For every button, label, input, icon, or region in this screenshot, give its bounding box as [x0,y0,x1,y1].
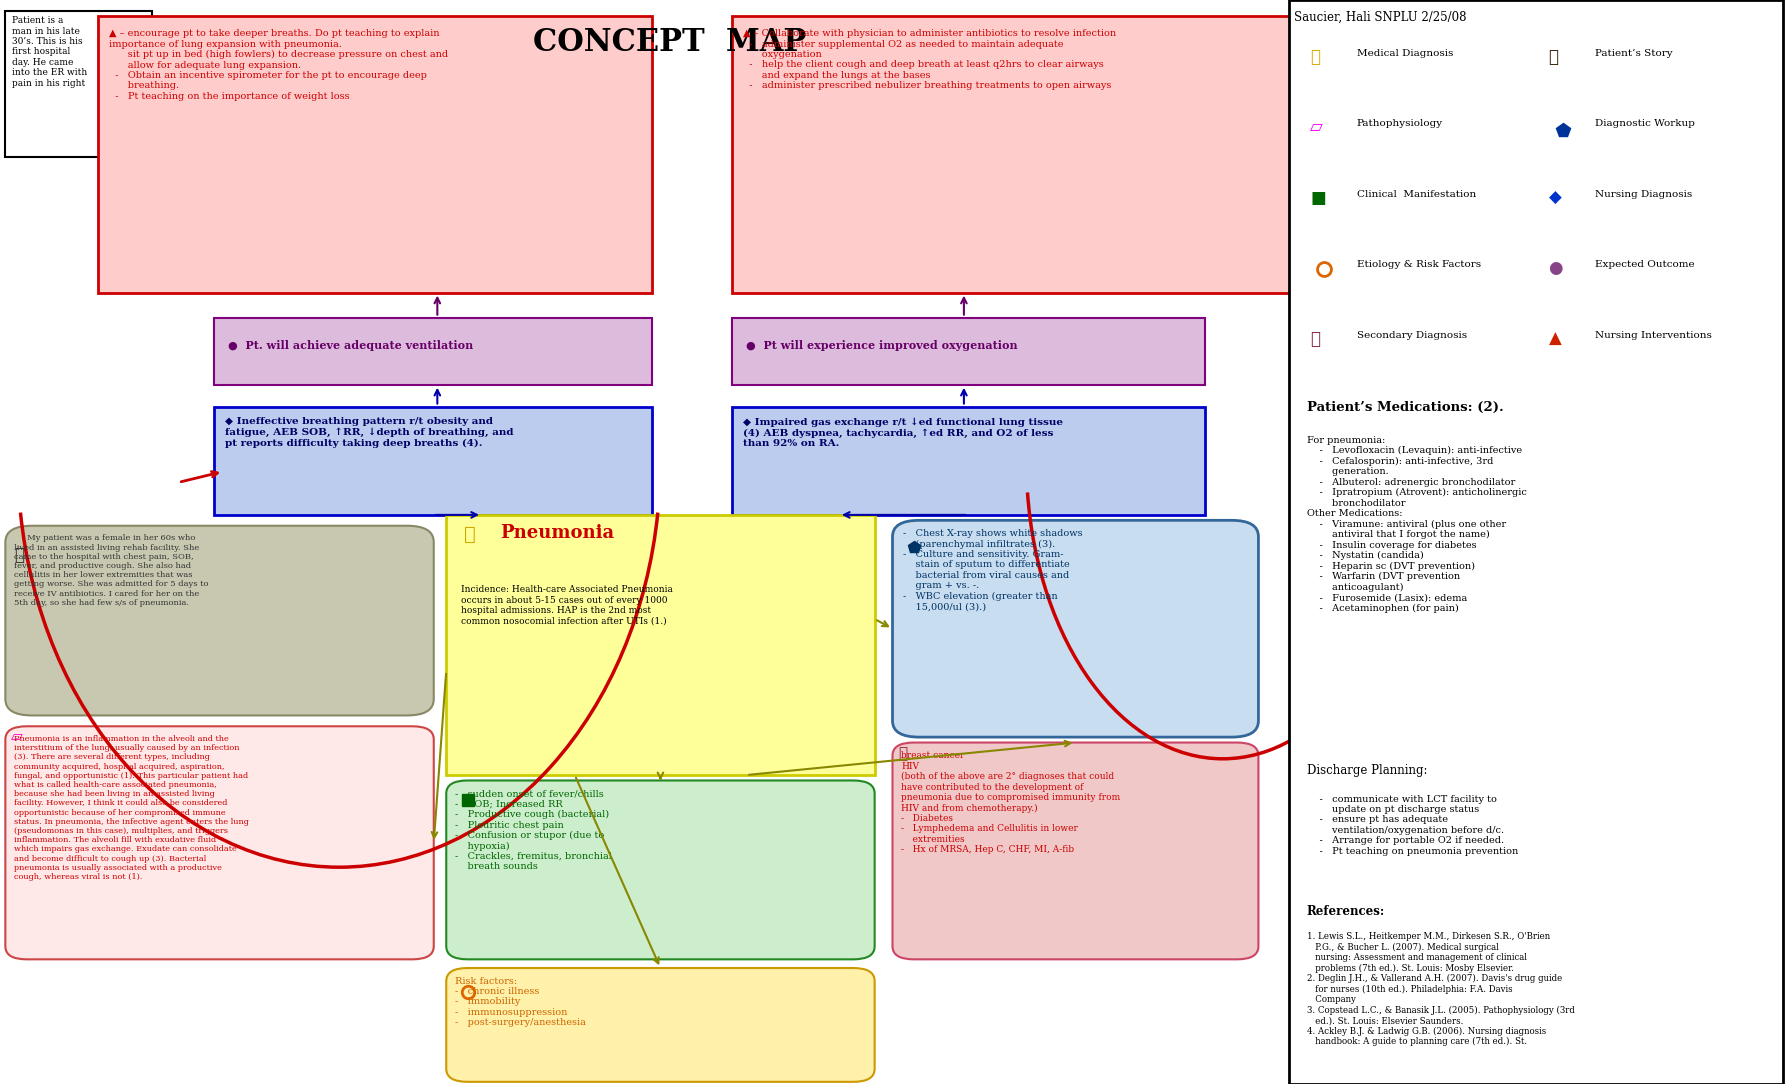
Text: ▲: ▲ [1549,331,1562,348]
Text: Patient’s Medications: (2).: Patient’s Medications: (2). [1307,401,1503,414]
Text: Medical Diagnosis: Medical Diagnosis [1357,49,1453,57]
Text: Nursing Interventions: Nursing Interventions [1596,331,1712,339]
Text: References:: References: [1307,905,1385,918]
Text: Diagnostic Workup: Diagnostic Workup [1596,119,1694,128]
Text: ▱: ▱ [1310,119,1323,137]
Text: ☽: ☽ [14,547,25,565]
Text: ●  Pt. will achieve adequate ventilation: ● Pt. will achieve adequate ventilation [228,340,473,351]
Text: Etiology & Risk Factors: Etiology & Risk Factors [1357,260,1482,269]
FancyBboxPatch shape [5,11,152,157]
Text: ◆: ◆ [1549,190,1562,207]
Text: -   Chest X-ray shows white shadows
    (parenchymal infiltrates (3).
-   Cultur: - Chest X-ray shows white shadows (paren… [903,529,1083,611]
FancyBboxPatch shape [214,406,652,515]
Text: Pneumonia: Pneumonia [500,524,614,542]
Text: ●  Pt will experience improved oxygenation: ● Pt will experience improved oxygenatio… [746,340,1017,351]
FancyBboxPatch shape [98,16,652,293]
Text: Discharge Planning:: Discharge Planning: [1307,764,1428,777]
Text: ▱: ▱ [11,731,23,745]
Text: Nursing Diagnosis: Nursing Diagnosis [1596,190,1692,198]
Text: ■: ■ [1310,190,1326,207]
FancyBboxPatch shape [892,743,1258,959]
Text: Expected Outcome: Expected Outcome [1596,260,1694,269]
Text: -   communicate with LCT facility to
        update on pt discharge status
    -: - communicate with LCT facility to updat… [1307,795,1517,855]
Text: -   sudden onset of fever/chills
-   SOB; Increased RR
-   Productive cough (bac: - sudden onset of fever/chills - SOB; In… [455,789,612,872]
Text: ★: ★ [1310,49,1321,66]
FancyBboxPatch shape [214,318,652,385]
Text: Patient’s Story: Patient’s Story [1596,49,1673,57]
Text: ◆ Impaired gas exchange r/t ↓ed functional lung tissue
(4) AEB dyspnea, tachycar: ◆ Impaired gas exchange r/t ↓ed function… [743,417,1062,448]
Text: My patient was a female in her 60s who
lived in an assisted living rehab facilit: My patient was a female in her 60s who l… [14,534,209,607]
FancyBboxPatch shape [892,520,1258,737]
Text: Clinical  Manifestation: Clinical Manifestation [1357,190,1476,198]
Text: CONCEPT  MAP: CONCEPT MAP [532,27,807,59]
Text: ▲ – encourage pt to take deeper breaths. Do pt teaching to explain
importance of: ▲ – encourage pt to take deeper breaths.… [109,29,448,101]
Text: breast cancer
HIV
(both of the above are 2° diagnoses that could
have contribute: breast cancer HIV (both of the above are… [901,751,1121,854]
FancyBboxPatch shape [5,526,434,715]
Text: ☽: ☽ [1549,49,1558,66]
Text: Pneumonia is an inflammation in the alveoli and the
interstitium of the lung, us: Pneumonia is an inflammation in the alve… [14,735,250,881]
FancyBboxPatch shape [1289,0,1783,1084]
Text: Secondary Diagnosis: Secondary Diagnosis [1357,331,1467,339]
FancyBboxPatch shape [732,406,1205,515]
Text: Patient is a
man in his late
30’s. This is his
first hospital
day. He came
into : Patient is a man in his late 30’s. This … [12,16,87,88]
Text: ✱: ✱ [1310,331,1321,348]
Text: ◆ Ineffective breathing pattern r/t obesity and
fatigue, AEB SOB, ↑RR, ↓depth of: ◆ Ineffective breathing pattern r/t obes… [225,417,514,448]
Text: Saucier, Hali SNPLU 2/25/08: Saucier, Hali SNPLU 2/25/08 [1294,11,1467,24]
Text: ✱: ✱ [898,747,907,761]
FancyBboxPatch shape [446,515,875,775]
Text: Pathophysiology: Pathophysiology [1357,119,1442,128]
Text: 1. Lewis S.L., Heitkemper M.M., Dirkesen S.R., O'Brien
   P.G., & Bucher L. (200: 1. Lewis S.L., Heitkemper M.M., Dirkesen… [1307,932,1574,1046]
Text: For pneumonia:
    -   Levofloxacin (Levaquin): anti-infective
    -   Cefalospo: For pneumonia: - Levofloxacin (Levaquin)… [1307,436,1526,612]
FancyBboxPatch shape [5,726,434,959]
FancyBboxPatch shape [446,780,875,959]
Text: ●: ● [1549,260,1564,278]
FancyBboxPatch shape [732,16,1339,293]
FancyBboxPatch shape [732,318,1205,385]
Text: ▲ – Collaborate with physician to administer antibiotics to resolve infection
  : ▲ – Collaborate with physician to admini… [743,29,1116,90]
FancyBboxPatch shape [446,968,875,1082]
Text: Risk factors:
-   chronic illness
-   immobility
-   immunosuppression
-   post-: Risk factors: - chronic illness - immobi… [455,977,585,1028]
Text: Incidence: Health-care Associated Pneumonia
occurs in about 5-15 cases out of ev: Incidence: Health-care Associated Pneumo… [461,585,673,625]
Text: ★: ★ [464,526,477,544]
